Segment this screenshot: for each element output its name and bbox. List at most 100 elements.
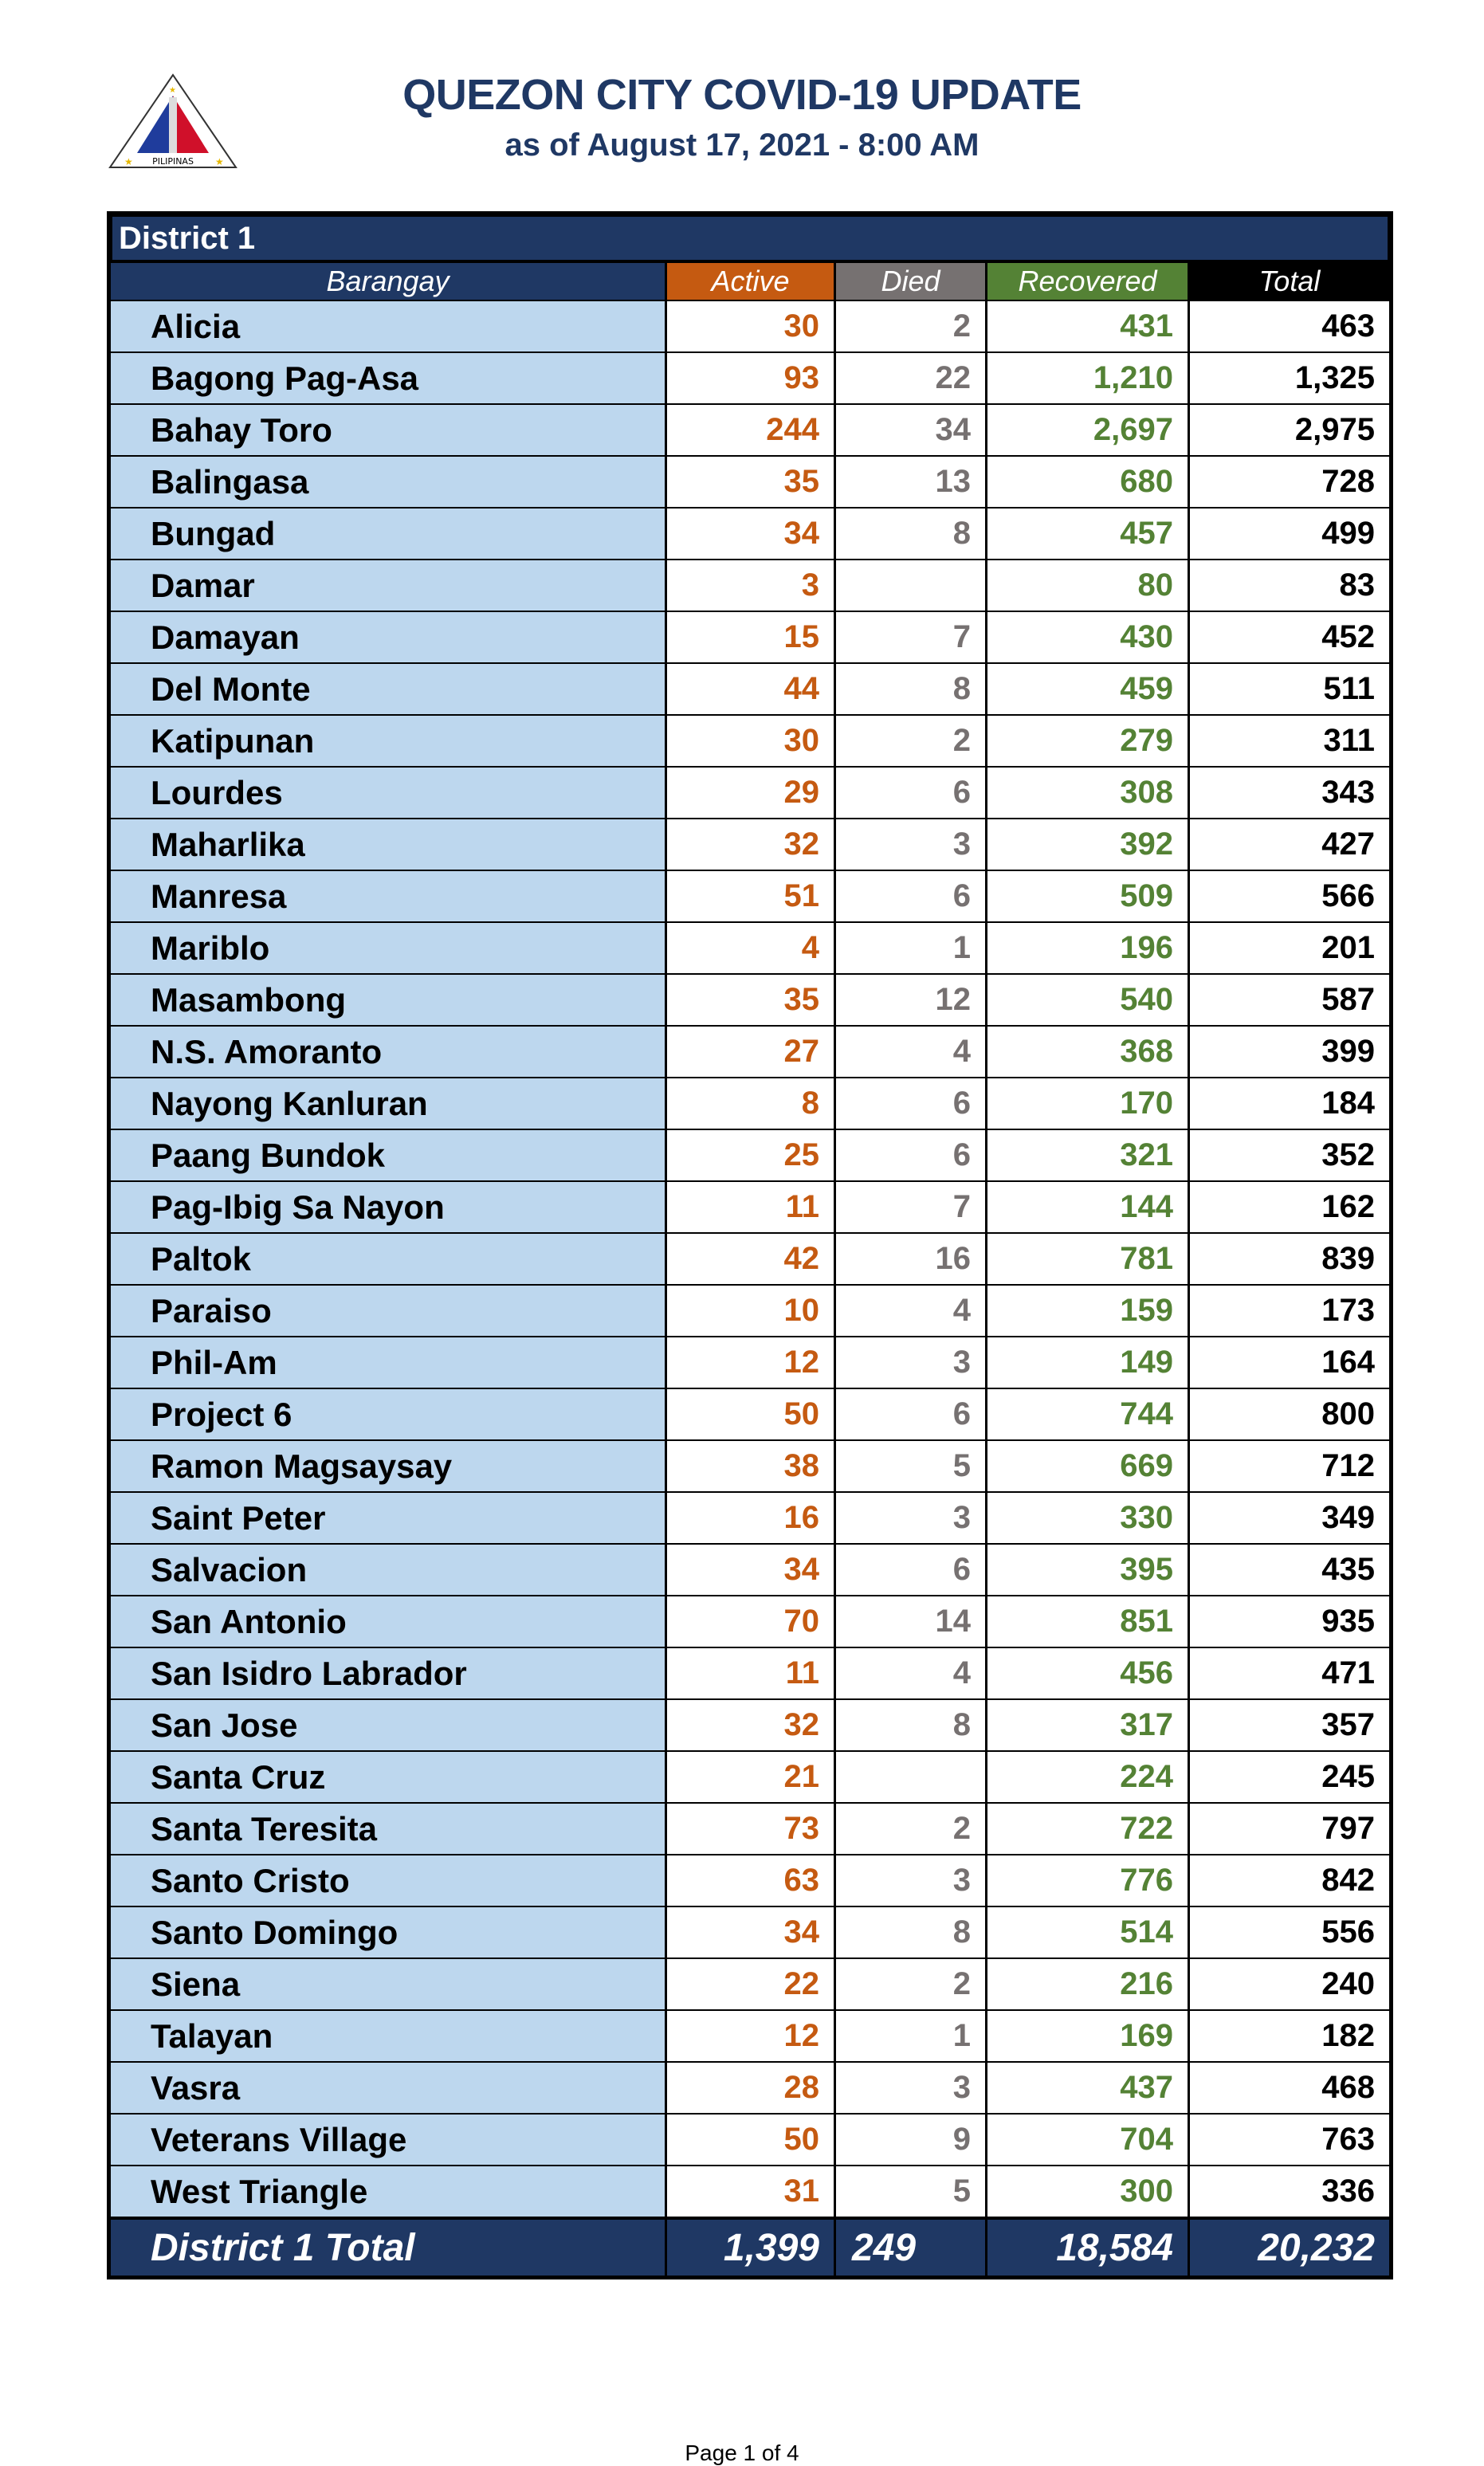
table-row: Santo Cristo 63 3 776 842 <box>111 1855 1389 1906</box>
table-row: San Isidro Labrador 11 4 456 471 <box>111 1648 1389 1698</box>
died-cell: 6 <box>836 1130 987 1180</box>
col-header-active: Active <box>667 263 836 300</box>
died-cell <box>836 560 987 611</box>
total-active: 1,399 <box>667 2220 836 2276</box>
died-cell: 14 <box>836 1596 987 1647</box>
barangay-cell: San Jose <box>111 1700 667 1750</box>
total-cell: 336 <box>1190 2166 1389 2217</box>
barangay-cell: Balingasa <box>111 457 667 507</box>
barangay-cell: Santa Cruz <box>111 1752 667 1802</box>
active-cell: 50 <box>667 2115 836 2165</box>
table-row: Alicia 30 2 431 463 <box>111 301 1389 351</box>
total-cell: 311 <box>1190 716 1389 766</box>
total-died: 249 <box>836 2220 987 2276</box>
active-cell: 30 <box>667 301 836 351</box>
table-row: Pag-Ibig Sa Nayon 11 7 144 162 <box>111 1182 1389 1232</box>
barangay-cell: Project 6 <box>111 1389 667 1439</box>
recovered-cell: 321 <box>987 1130 1190 1180</box>
table-row: Mariblo 4 1 196 201 <box>111 923 1389 973</box>
died-cell <box>836 1752 987 1802</box>
recovered-cell: 330 <box>987 1493 1190 1543</box>
active-cell: 11 <box>667 1648 836 1698</box>
recovered-cell: 851 <box>987 1596 1190 1647</box>
recovered-cell: 1,210 <box>987 353 1190 403</box>
died-cell: 5 <box>836 1441 987 1491</box>
active-cell: 27 <box>667 1027 836 1077</box>
barangay-cell: Paraiso <box>111 1286 667 1336</box>
recovered-cell: 669 <box>987 1441 1190 1491</box>
active-cell: 70 <box>667 1596 836 1647</box>
total-cell: 712 <box>1190 1441 1389 1491</box>
active-cell: 30 <box>667 716 836 766</box>
recovered-cell: 776 <box>987 1855 1190 1906</box>
column-header-row: Barangay Active Died Recovered Total <box>111 263 1389 300</box>
recovered-cell: 781 <box>987 1234 1190 1284</box>
barangay-cell: Saint Peter <box>111 1493 667 1543</box>
barangay-cell: N.S. Amoranto <box>111 1027 667 1077</box>
table-row: N.S. Amoranto 27 4 368 399 <box>111 1027 1389 1077</box>
total-cell: 240 <box>1190 1959 1389 2009</box>
total-cell: 427 <box>1190 819 1389 870</box>
district-total-row: District 1 Total 1,399 249 18,584 20,232 <box>111 2220 1389 2276</box>
barangay-cell: Bahay Toro <box>111 405 667 455</box>
table-row: Santa Teresita 73 2 722 797 <box>111 1804 1389 1854</box>
page-number: Page 1 of 4 <box>685 2440 799 2465</box>
svg-text:★: ★ <box>215 156 224 167</box>
barangay-cell: Lourdes <box>111 768 667 818</box>
recovered-cell: 540 <box>987 975 1190 1025</box>
active-cell: 63 <box>667 1855 836 1906</box>
recovered-cell: 392 <box>987 819 1190 870</box>
table-row: San Antonio 70 14 851 935 <box>111 1596 1389 1647</box>
died-cell: 2 <box>836 1804 987 1854</box>
recovered-cell: 457 <box>987 509 1190 559</box>
died-cell: 3 <box>836 819 987 870</box>
total-cell: 587 <box>1190 975 1389 1025</box>
recovered-cell: 744 <box>987 1389 1190 1439</box>
active-cell: 22 <box>667 1959 836 2009</box>
total-cell: 245 <box>1190 1752 1389 1802</box>
barangay-cell: Santo Cristo <box>111 1855 667 1906</box>
table-row: Siena 22 2 216 240 <box>111 1959 1389 2009</box>
total-cell: 164 <box>1190 1337 1389 1388</box>
total-cell: 763 <box>1190 2115 1389 2165</box>
barangay-cell: Pag-Ibig Sa Nayon <box>111 1182 667 1232</box>
table-row: Del Monte 44 8 459 511 <box>111 664 1389 714</box>
active-cell: 73 <box>667 1804 836 1854</box>
active-cell: 28 <box>667 2063 836 2113</box>
recovered-cell: 317 <box>987 1700 1190 1750</box>
barangay-cell: San Antonio <box>111 1596 667 1647</box>
died-cell: 9 <box>836 2115 987 2165</box>
table-row: Santo Domingo 34 8 514 556 <box>111 1907 1389 1957</box>
recovered-cell: 395 <box>987 1545 1190 1595</box>
total-cell: 797 <box>1190 1804 1389 1854</box>
active-cell: 44 <box>667 664 836 714</box>
barangay-cell: Masambong <box>111 975 667 1025</box>
died-cell: 22 <box>836 353 987 403</box>
barangay-cell: Damayan <box>111 612 667 662</box>
died-cell: 34 <box>836 405 987 455</box>
total-cell: 1,325 <box>1190 353 1389 403</box>
died-cell: 4 <box>836 1648 987 1698</box>
barangay-cell: Bagong Pag-Asa <box>111 353 667 403</box>
total-cell: 173 <box>1190 1286 1389 1336</box>
recovered-cell: 80 <box>987 560 1190 611</box>
recovered-cell: 722 <box>987 1804 1190 1854</box>
recovered-cell: 456 <box>987 1648 1190 1698</box>
total-cell: 935 <box>1190 1596 1389 1647</box>
barangay-cell: Alicia <box>111 301 667 351</box>
total-cell: 399 <box>1190 1027 1389 1077</box>
barangay-cell: San Isidro Labrador <box>111 1648 667 1698</box>
total-cell: 162 <box>1190 1182 1389 1232</box>
barangay-cell: Damar <box>111 560 667 611</box>
table-row: Masambong 35 12 540 587 <box>111 975 1389 1025</box>
table-row: Bagong Pag-Asa 93 22 1,210 1,325 <box>111 353 1389 403</box>
recovered-cell: 430 <box>987 612 1190 662</box>
table-row: Veterans Village 50 9 704 763 <box>111 2115 1389 2165</box>
active-cell: 32 <box>667 1700 836 1750</box>
barangay-cell: Del Monte <box>111 664 667 714</box>
total-total: 20,232 <box>1190 2220 1389 2276</box>
barangay-cell: Vasra <box>111 2063 667 2113</box>
died-cell: 3 <box>836 1493 987 1543</box>
total-cell: 471 <box>1190 1648 1389 1698</box>
active-cell: 21 <box>667 1752 836 1802</box>
